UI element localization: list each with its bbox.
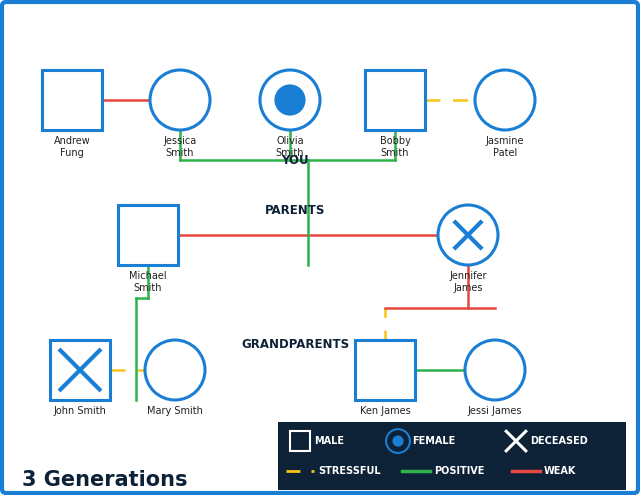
Bar <box>42 70 102 130</box>
Bar <box>278 422 626 490</box>
Bar <box>290 431 310 451</box>
Circle shape <box>465 340 525 400</box>
Circle shape <box>145 340 205 400</box>
Text: Ken James: Ken James <box>360 406 410 416</box>
Text: FEMALE: FEMALE <box>412 436 455 446</box>
Text: Andrew
Fung: Andrew Fung <box>54 136 90 158</box>
Circle shape <box>150 70 210 130</box>
Text: STRESSFUL: STRESSFUL <box>318 466 381 476</box>
Bar <box>355 340 415 400</box>
Text: MALE: MALE <box>314 436 344 446</box>
Circle shape <box>438 205 498 265</box>
Text: YOU: YOU <box>281 153 309 166</box>
Text: PARENTS: PARENTS <box>265 203 325 216</box>
Text: Jessica
Smith: Jessica Smith <box>163 136 196 158</box>
Text: DECEASED: DECEASED <box>530 436 588 446</box>
Text: Michael
Smith: Michael Smith <box>129 271 167 294</box>
Circle shape <box>475 70 535 130</box>
Circle shape <box>392 436 404 446</box>
Circle shape <box>260 70 320 130</box>
Bar <box>365 70 425 130</box>
Bar <box>50 340 110 400</box>
Text: POSITIVE: POSITIVE <box>434 466 484 476</box>
Text: John Smith: John Smith <box>54 406 106 416</box>
Text: Jennifer
James: Jennifer James <box>449 271 487 294</box>
Text: GRANDPARENTS: GRANDPARENTS <box>241 339 349 351</box>
Bar <box>118 205 178 265</box>
Text: Olivia
Smith: Olivia Smith <box>276 136 304 158</box>
Text: Jessi James: Jessi James <box>468 406 522 416</box>
Circle shape <box>275 85 306 116</box>
Text: Bobby
Smith: Bobby Smith <box>380 136 410 158</box>
Text: 3 Generations
Family Genogram: 3 Generations Family Genogram <box>22 470 227 495</box>
Text: Jasmine
Patel: Jasmine Patel <box>486 136 524 158</box>
Text: WEAK: WEAK <box>544 466 577 476</box>
Text: Mary Smith: Mary Smith <box>147 406 203 416</box>
